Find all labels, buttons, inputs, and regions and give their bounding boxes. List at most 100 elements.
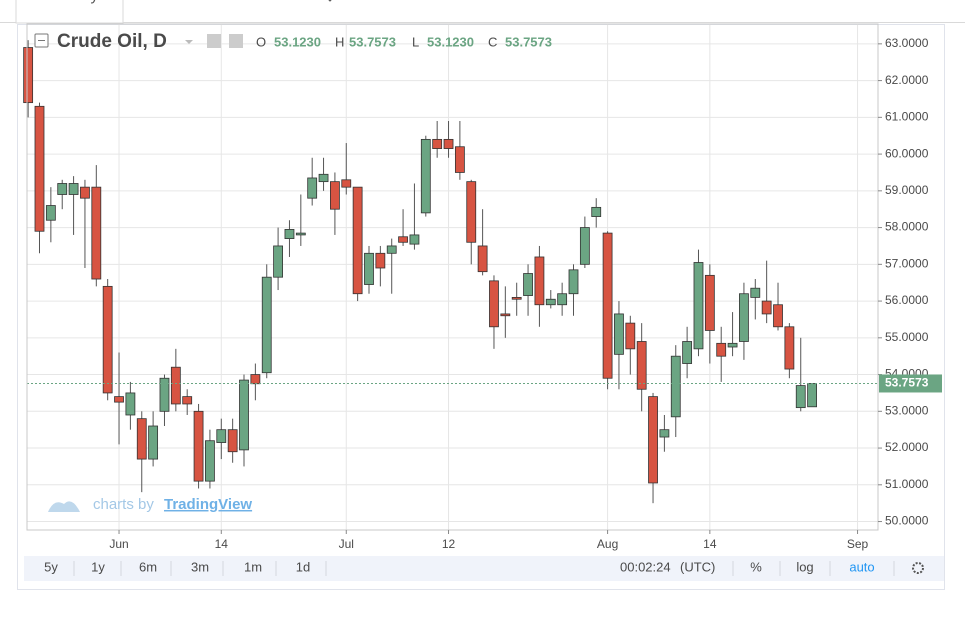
candle-body: [716, 342, 727, 357]
candle-body: [216, 429, 227, 443]
x-tick-label: 14: [703, 537, 717, 551]
y-tick-label: 50.0000: [885, 514, 929, 528]
y-tick-label: 51.0000: [885, 477, 929, 491]
candle-body: [511, 296, 522, 300]
candle-body: [102, 285, 113, 394]
candle-body: [182, 396, 193, 405]
candle-body: [398, 236, 408, 243]
candle-body: [557, 293, 568, 306]
candle-body: [159, 377, 170, 412]
auto-button[interactable]: auto: [849, 559, 874, 574]
dropdown-caret: [328, 0, 332, 2]
active-tab[interactable]: [15, 0, 124, 24]
candle-body: [636, 341, 647, 390]
candle-body: [409, 234, 420, 245]
candle-body: [330, 181, 340, 210]
candle-body: [704, 274, 715, 331]
range-button[interactable]: 6m: [139, 559, 157, 574]
y-tick-label: 55.0000: [885, 330, 929, 344]
tab[interactable]: Forecast: [140, 0, 203, 4]
candle-body: [80, 186, 90, 199]
candle-body: [682, 341, 693, 364]
watermark-brand[interactable]: TradingView: [164, 496, 252, 513]
plot-border: [26, 23, 879, 531]
tab[interactable]: Alerts: [362, 0, 403, 4]
candle-body: [170, 366, 181, 405]
candle-body: [545, 298, 556, 306]
candle-body: [727, 342, 738, 348]
candle-body: [591, 206, 602, 217]
candle-body: [420, 138, 431, 214]
candle-body: [307, 177, 318, 199]
legend-key: L: [412, 34, 419, 49]
gear-icon[interactable]: [912, 562, 924, 574]
legend-key: O: [256, 34, 266, 49]
y-tick-label: 58.0000: [885, 220, 929, 234]
legend-value: 53.7573: [349, 34, 396, 49]
chart-title: Crude Oil, D: [57, 31, 167, 52]
candle-body: [739, 293, 749, 342]
legend-value: 53.1230: [427, 34, 474, 49]
range-button[interactable]: 3m: [191, 559, 209, 574]
y-tick-label: 61.0000: [885, 110, 929, 124]
legend-value: 53.7573: [505, 34, 552, 49]
candle-body: [386, 245, 397, 254]
candle-body: [614, 313, 624, 355]
y-tick-label: 62.0000: [885, 73, 929, 87]
candle-body: [273, 245, 283, 278]
settings-icon[interactable]: [207, 34, 221, 48]
tab[interactable]: Summary: [30, 0, 98, 4]
watermark: charts by TradingView: [48, 496, 252, 513]
settings-icon[interactable]: [229, 34, 243, 48]
candle-body: [34, 105, 45, 232]
y-tick-label: 57.0000: [885, 256, 929, 270]
candle-body: [761, 300, 772, 315]
range-button[interactable]: 1d: [296, 559, 310, 574]
candle-body: [523, 273, 533, 296]
candle-body: [341, 179, 352, 188]
range-button[interactable]: 1m: [244, 559, 262, 574]
range-button[interactable]: 1y: [91, 559, 105, 574]
candle-body: [318, 173, 329, 183]
log-button[interactable]: log: [796, 559, 813, 574]
y-tick-label: 60.0000: [885, 146, 929, 160]
tab[interactable]: Download: [238, 0, 309, 4]
candle-body: [750, 287, 761, 298]
candle-body: [193, 410, 204, 482]
candle-body: [489, 280, 499, 328]
candle-body: [784, 326, 795, 370]
y-tick-label: 56.0000: [885, 293, 929, 307]
timezone: (UTC): [680, 559, 715, 574]
legend-key: H: [335, 34, 344, 49]
candle-body: [432, 138, 443, 149]
candle-body: [693, 262, 704, 350]
candle-body: [443, 138, 454, 149]
candle-body: [648, 396, 658, 484]
candle-body: [534, 256, 545, 306]
y-tick-label: 59.0000: [885, 183, 929, 197]
candle-body: [466, 181, 477, 243]
x-tick-label: 14: [215, 537, 229, 551]
candle-body: [284, 229, 295, 239]
candle-body: [148, 425, 159, 460]
x-tick-label: Jun: [109, 537, 128, 551]
percent-button[interactable]: %: [750, 559, 762, 574]
candle-body: [205, 440, 215, 482]
candle-body: [375, 252, 386, 269]
candle-body: [773, 304, 783, 328]
last-price-label: 53.7573: [885, 376, 929, 390]
candle-body: [239, 379, 249, 451]
candle-body: [364, 252, 374, 285]
plot-area: [23, 24, 878, 530]
candle-body: [352, 186, 363, 295]
candle-body: [295, 232, 306, 236]
clock: 00:02:24: [620, 559, 671, 574]
x-tick-label: Aug: [597, 537, 618, 551]
range-button[interactable]: 5y: [44, 559, 58, 574]
candle-body: [125, 392, 136, 416]
candle-body: [477, 245, 488, 273]
candle-body: [114, 396, 124, 403]
x-tick-label: 12: [442, 537, 456, 551]
